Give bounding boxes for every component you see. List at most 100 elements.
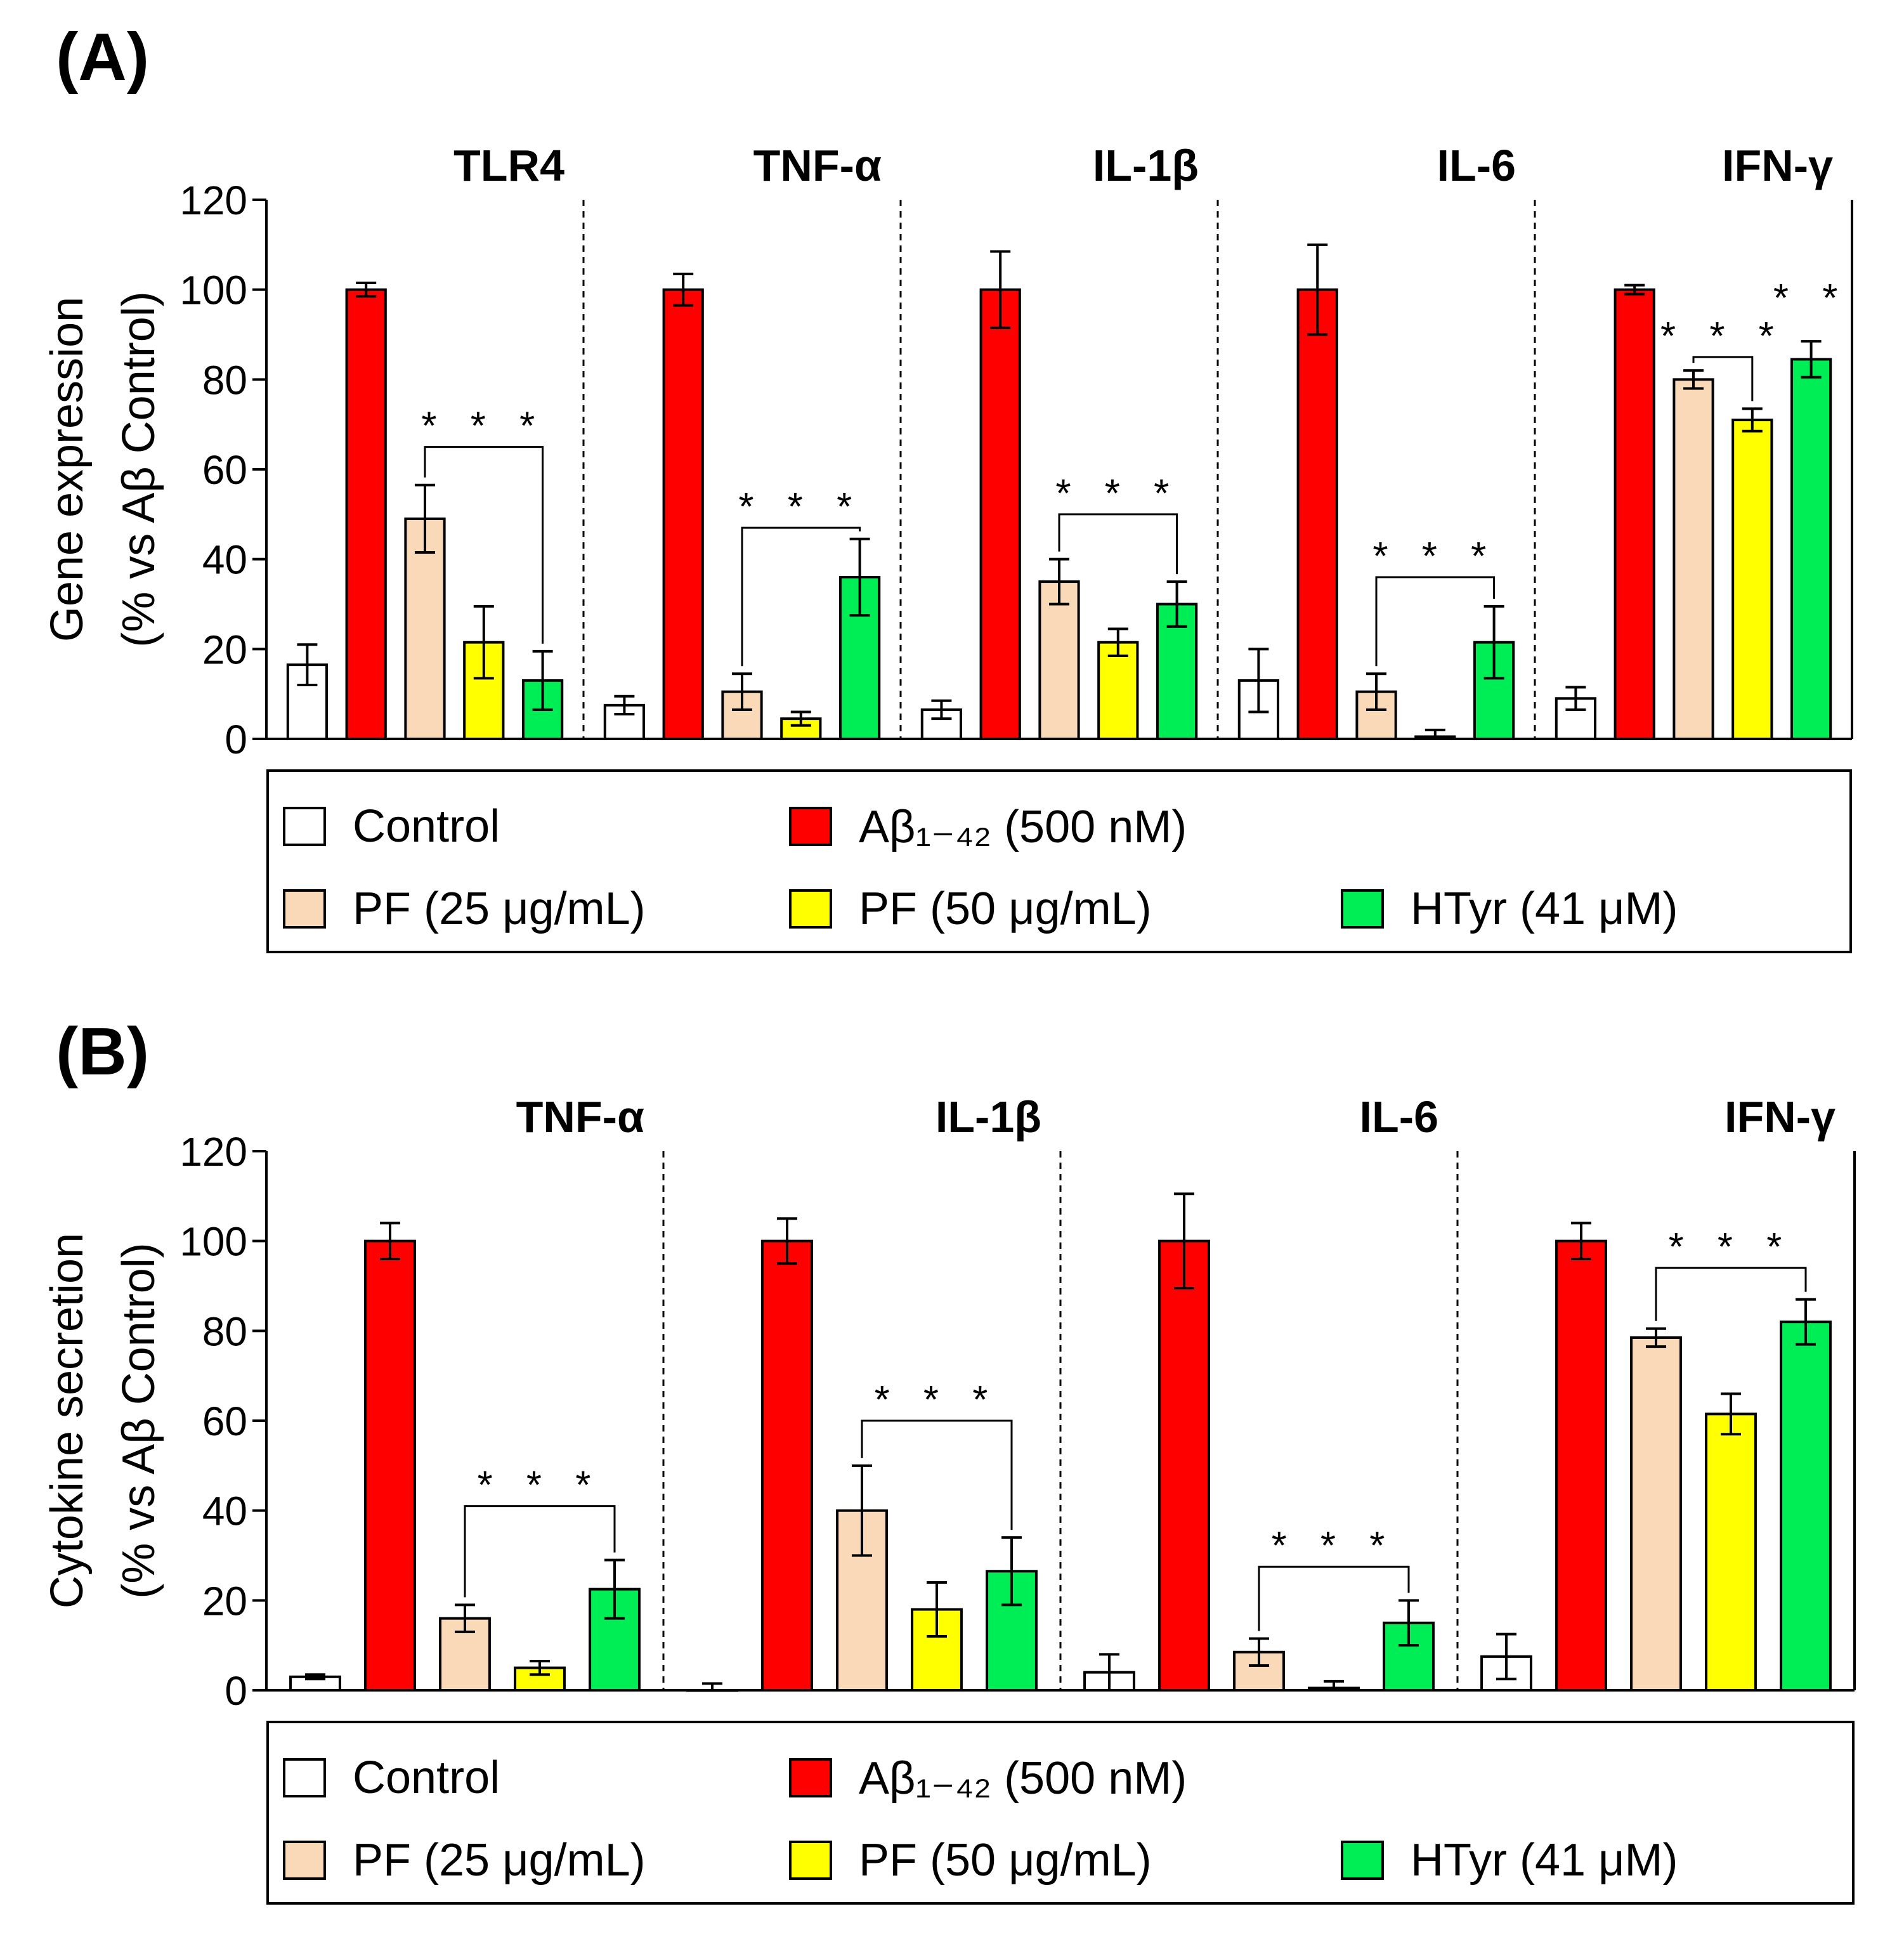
bar bbox=[1731, 419, 1773, 740]
bar bbox=[1780, 1321, 1832, 1692]
panel-b-chart: 0 20 40 60 80 100 120 Cytokine secretion (% vs A… bbox=[42, 1092, 1856, 1714]
y-tick-label: 60 bbox=[202, 1399, 247, 1444]
significance-stars: * * * bbox=[1272, 1524, 1397, 1568]
legend-swatch bbox=[789, 1841, 832, 1880]
y-tick-label: 20 bbox=[202, 1578, 247, 1624]
legend-swatch bbox=[789, 1758, 832, 1797]
bar bbox=[345, 288, 387, 740]
significance-bracket bbox=[424, 446, 544, 644]
bar bbox=[1614, 288, 1655, 740]
bar bbox=[979, 288, 1021, 740]
legend-label: Aβ₁₋₄₂ (500 nM) bbox=[859, 802, 1187, 852]
bar bbox=[1158, 1239, 1210, 1692]
legend-label: PF (50 μg/mL) bbox=[859, 1835, 1152, 1886]
y-axis-label-line2: (% vs Aβ Control) bbox=[114, 291, 164, 648]
significance-stars: * * * bbox=[1055, 472, 1180, 516]
bar bbox=[1555, 1239, 1607, 1692]
bar bbox=[1296, 288, 1338, 740]
legend-a: Control Aβ₁₋₄₂ (500 nM) PF (25 μg/mL) PF… bbox=[266, 769, 1852, 953]
significance-bracket bbox=[1655, 1267, 1807, 1321]
y-axis-label-line2: (% vs Aβ Control) bbox=[114, 1242, 164, 1599]
legend-label: PF (25 μg/mL) bbox=[353, 1835, 646, 1886]
legend-swatch bbox=[283, 889, 326, 929]
bar bbox=[1630, 1336, 1682, 1692]
significance-stars: * * * bbox=[875, 1378, 1000, 1422]
y-tick-label: 20 bbox=[202, 627, 247, 672]
bar bbox=[662, 288, 704, 740]
legend-label: HTyr (41 μM) bbox=[1411, 884, 1678, 934]
group-title: IL-6 bbox=[1360, 1092, 1438, 1142]
bar bbox=[1790, 358, 1832, 740]
legend-b-item-pf25: PF (25 μg/mL) bbox=[283, 1835, 646, 1886]
panel-a-chart: 0 20 40 60 80 100 120 Gene expression (% vs Aβ C… bbox=[42, 141, 1853, 762]
legend-label: Control bbox=[353, 1752, 500, 1803]
significance-stars: * * * bbox=[738, 485, 863, 529]
significance-stars: * * * bbox=[478, 1464, 603, 1508]
legend-label: Aβ₁₋₄₂ (500 nM) bbox=[859, 1753, 1187, 1804]
legend-swatch bbox=[1341, 889, 1384, 929]
group-title: IFN-γ bbox=[1722, 141, 1833, 190]
y-axis-label-line1: Gene expression bbox=[42, 297, 93, 642]
y-tick-label: 80 bbox=[202, 357, 247, 403]
significance-stars: * * bbox=[1773, 277, 1849, 320]
y-tick-label: 60 bbox=[202, 447, 247, 493]
y-tick-label: 0 bbox=[225, 1668, 247, 1714]
legend-swatch bbox=[789, 807, 832, 846]
significance-stars: * * * bbox=[1373, 535, 1497, 578]
group-title: TNF-α bbox=[516, 1092, 644, 1142]
panel-a-letter: (A) bbox=[56, 20, 150, 95]
bar bbox=[780, 717, 822, 740]
legend-b-item-htyr: HTyr (41 μM) bbox=[1341, 1835, 1678, 1886]
group-title: IL-6 bbox=[1437, 141, 1516, 190]
bar bbox=[1673, 378, 1714, 740]
group-title: IL-1β bbox=[936, 1092, 1041, 1142]
legend-swatch bbox=[1341, 1841, 1384, 1880]
significance-bracket bbox=[1692, 356, 1754, 401]
legend-b-item-pf50: PF (50 μg/mL) bbox=[789, 1835, 1152, 1886]
y-tick-label: 100 bbox=[179, 1219, 247, 1265]
significance-bracket bbox=[741, 526, 861, 667]
legend-swatch bbox=[283, 807, 326, 846]
legend-a-item-htyr: HTyr (41 μM) bbox=[1341, 884, 1678, 934]
y-tick-label: 120 bbox=[179, 1129, 247, 1175]
significance-bracket bbox=[1058, 513, 1178, 575]
legend-swatch bbox=[283, 1758, 326, 1797]
bar bbox=[364, 1239, 416, 1692]
y-tick-label: 120 bbox=[179, 178, 247, 223]
bar bbox=[1705, 1412, 1757, 1692]
group-title: IL-1β bbox=[1093, 141, 1199, 190]
group-title: IFN-γ bbox=[1725, 1092, 1836, 1142]
legend-swatch bbox=[283, 1841, 326, 1880]
significance-bracket bbox=[464, 1505, 616, 1598]
legend-b: Control Aβ₁₋₄₂ (500 nM) PF (25 μg/mL) PF… bbox=[266, 1721, 1855, 1905]
legend-b-item-abeta: Aβ₁₋₄₂ (500 nM) bbox=[789, 1752, 1187, 1804]
significance-bracket bbox=[861, 1419, 1013, 1530]
significance-stars: * * * bbox=[421, 405, 546, 448]
y-tick-label: 40 bbox=[202, 537, 247, 583]
legend-swatch bbox=[789, 889, 832, 929]
bar bbox=[721, 690, 763, 740]
significance-bracket bbox=[1375, 576, 1496, 667]
significance-stars: * * * bbox=[1660, 315, 1785, 358]
legend-a-item-abeta: Aβ₁₋₄₂ (500 nM) bbox=[789, 801, 1187, 852]
bar bbox=[1097, 641, 1139, 740]
significance-stars: * * * bbox=[1669, 1225, 1794, 1269]
legend-b-item-control: Control bbox=[283, 1752, 500, 1803]
legend-label: PF (25 μg/mL) bbox=[353, 884, 646, 934]
y-tick-label: 100 bbox=[179, 268, 247, 313]
bar bbox=[761, 1239, 813, 1692]
legend-a-item-pf50: PF (50 μg/mL) bbox=[789, 884, 1152, 934]
group-title: TLR4 bbox=[453, 141, 564, 190]
legend-label: PF (50 μg/mL) bbox=[859, 884, 1152, 934]
group-title: TNF-α bbox=[753, 141, 882, 190]
y-tick-label: 40 bbox=[202, 1489, 247, 1534]
panel-b-letter: (B) bbox=[56, 1014, 150, 1089]
y-tick-label: 80 bbox=[202, 1308, 247, 1354]
significance-bracket bbox=[1258, 1565, 1410, 1631]
y-tick-label: 0 bbox=[225, 717, 247, 762]
legend-a-item-control: Control bbox=[283, 801, 500, 852]
legend-label: HTyr (41 μM) bbox=[1411, 1835, 1678, 1886]
legend-a-item-pf25: PF (25 μg/mL) bbox=[283, 884, 646, 934]
